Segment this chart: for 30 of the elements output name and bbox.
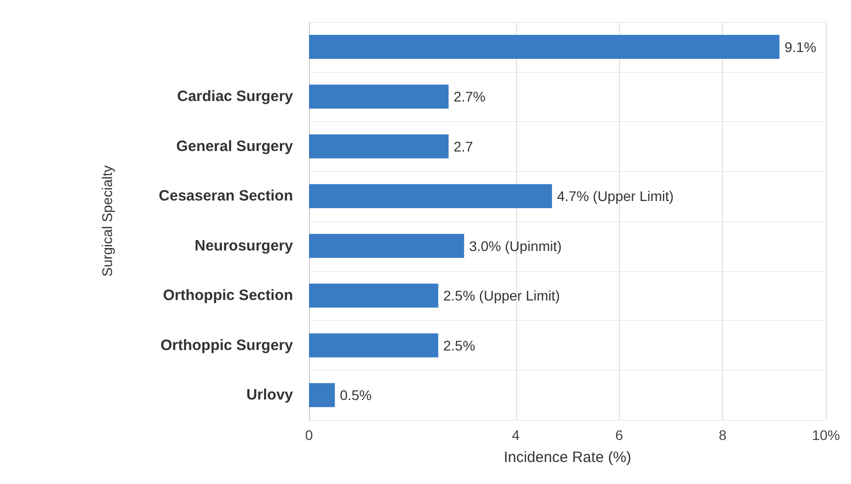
data-label: 2.5% (Upper Limit) (443, 288, 560, 304)
bar (309, 34, 780, 59)
y-tick-label: Cesaseran Section (158, 188, 293, 205)
data-label: 4.7% (Upper Limit) (556, 188, 674, 204)
data-label: 3.0% (Upinmit) (469, 238, 562, 254)
bar (309, 284, 438, 308)
bar (309, 84, 449, 109)
y-tick-label: Urlovy (246, 386, 294, 404)
x-tick-label: 0 (305, 427, 314, 443)
data-label: 2.7 (454, 138, 474, 154)
x-tick-label: 10% (812, 427, 840, 443)
bar (309, 234, 464, 258)
data-label: 9.1% (784, 38, 816, 55)
bar (309, 383, 335, 408)
data-label: 2.5% (443, 337, 476, 354)
y-tick-label: Orthoppic Surgery (160, 336, 294, 354)
bar (309, 184, 552, 208)
x-tick-label: 8 (718, 427, 727, 443)
data-label: 0.5% (340, 387, 372, 404)
x-tick-label: 4 (512, 427, 520, 443)
y-tick-label: Orthoppic Section (162, 287, 293, 304)
data-label: 2.7% (454, 88, 486, 105)
x-tick-label: 6 (615, 427, 624, 443)
bar (309, 134, 449, 158)
y-tick-label: Cardiac Surgery (177, 88, 294, 106)
y-tick-label: General Surgery (176, 138, 294, 155)
y-tick-label: Neurosurgery (194, 237, 294, 254)
x-axis-title: Incidence Rate (%) (504, 449, 632, 466)
y-axis-title: Surgical Specialty (99, 165, 115, 277)
bar (309, 333, 438, 358)
